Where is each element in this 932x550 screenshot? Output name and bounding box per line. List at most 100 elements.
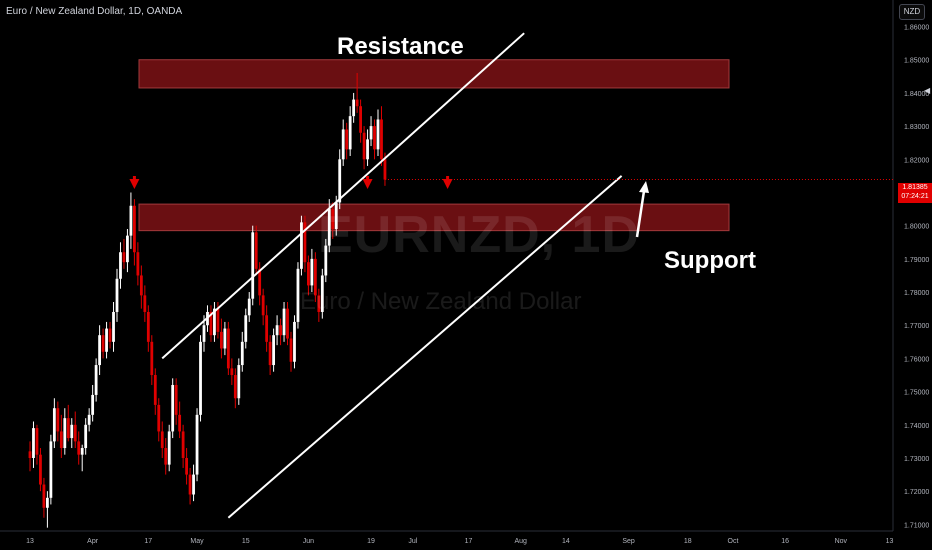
candle (49, 434, 53, 505)
candle (39, 448, 42, 492)
candle (77, 431, 81, 465)
time-tick-label: 19 (367, 538, 375, 545)
price-tick-label: 1.72000 (904, 489, 929, 496)
candle-body (251, 232, 255, 299)
candle (178, 401, 182, 439)
candle (237, 358, 241, 405)
candle-body (310, 258, 314, 286)
candle (265, 305, 269, 352)
currency-badge[interactable]: NZD (899, 4, 925, 20)
candle-body (108, 328, 112, 342)
candle (209, 305, 213, 342)
candle-body (334, 202, 338, 229)
down-arrow-marker (129, 179, 140, 189)
candle-body (192, 474, 195, 495)
candle (70, 418, 74, 449)
candle (320, 268, 324, 319)
candle-body (355, 99, 359, 107)
candle (188, 467, 192, 505)
candle-body (348, 116, 352, 150)
candle-body (345, 129, 349, 150)
candle-body (139, 275, 143, 296)
candle (80, 444, 84, 472)
price-tick-label: 1.73000 (904, 456, 929, 463)
candle (331, 202, 335, 239)
candle-body (150, 341, 154, 376)
candle (362, 126, 366, 170)
candle (307, 255, 310, 296)
candle-body (164, 448, 168, 465)
candle-body (380, 119, 383, 160)
candle-body (286, 308, 289, 339)
candle (91, 384, 95, 422)
current-price-value: 1.81385 (902, 184, 928, 191)
candle-body (338, 159, 342, 203)
candle (226, 321, 230, 376)
candle (192, 464, 195, 502)
time-tick-label: Jun (303, 538, 314, 545)
candle (213, 302, 216, 342)
candle-body (199, 341, 202, 415)
candle (373, 119, 376, 160)
candle-body (129, 205, 133, 236)
candle (303, 215, 307, 273)
candle (160, 421, 164, 458)
down-arrow-stem (366, 176, 370, 180)
candle-body (136, 252, 140, 276)
candle (293, 315, 296, 369)
candle-body (52, 408, 56, 442)
time-tick-label: Apr (87, 538, 99, 545)
candle (324, 238, 328, 283)
candle-body (373, 126, 376, 150)
candle-body (70, 424, 74, 439)
candle-body (181, 431, 185, 458)
candle (122, 238, 126, 269)
candle-body (352, 99, 356, 117)
candle-body (258, 268, 262, 296)
candle (376, 109, 380, 156)
resistance-zone (138, 59, 730, 89)
candle (300, 215, 303, 276)
candle (46, 491, 49, 528)
candle (35, 424, 39, 465)
down-arrow-marker (362, 179, 373, 189)
candle (261, 288, 265, 326)
candle (244, 308, 248, 349)
candle-body (188, 474, 192, 495)
price-tick-label: 1.79000 (904, 257, 929, 264)
candle-body (115, 278, 119, 312)
candle-body (98, 335, 101, 366)
candle-body (341, 129, 345, 160)
candle-body (63, 418, 67, 449)
candle-body (233, 375, 237, 399)
candle (317, 288, 321, 322)
time-tick-label: 13 (26, 538, 34, 545)
candle (59, 414, 63, 458)
candle (380, 106, 383, 166)
candle-body (300, 222, 303, 269)
candle-body (73, 424, 77, 442)
candle (355, 73, 359, 113)
candle (185, 448, 188, 485)
candle-body (226, 328, 230, 369)
time-tick-label: Aug (514, 538, 527, 545)
candle-body (66, 418, 70, 439)
candle-body (174, 384, 178, 415)
candle-body (133, 205, 136, 253)
candle-body (383, 159, 387, 180)
candle (254, 225, 258, 276)
time-tick-label: 17 (144, 538, 152, 545)
candle-body (369, 126, 373, 140)
candle (56, 401, 60, 442)
candle-body (320, 275, 324, 312)
candle-body (223, 328, 227, 349)
candle-body (202, 325, 206, 342)
candle (42, 477, 46, 518)
candle-body (327, 209, 331, 246)
candle-body (143, 295, 147, 312)
candle-body (220, 331, 223, 349)
candle (348, 106, 352, 156)
candle (230, 358, 234, 385)
